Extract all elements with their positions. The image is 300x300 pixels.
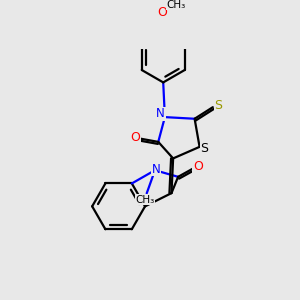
Text: O: O (158, 6, 167, 19)
Text: N: N (152, 163, 160, 176)
Text: O: O (193, 160, 203, 173)
Text: O: O (130, 131, 140, 144)
Text: S: S (214, 99, 223, 112)
Text: N: N (156, 107, 165, 120)
Text: S: S (200, 142, 208, 155)
Text: CH₃: CH₃ (135, 195, 155, 205)
Text: CH₃: CH₃ (167, 0, 186, 10)
